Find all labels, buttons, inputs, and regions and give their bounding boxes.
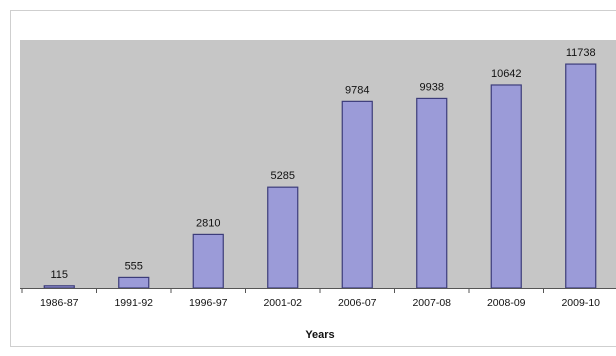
- x-tick-marks: [21, 288, 544, 293]
- chart-frame: [10, 10, 616, 347]
- value-label-2007-08: 9938: [420, 81, 444, 93]
- value-label-2006-07: 9784: [345, 84, 369, 96]
- value-label-1991-92: 555: [125, 260, 143, 272]
- bars-group: [43, 63, 597, 289]
- x-tick-label-1986-87: 1986-87: [40, 297, 79, 309]
- bar-1986-87: [43, 285, 75, 289]
- value-labels-group: 115 555 2810 5285 9784 9938 10642 11738: [50, 47, 595, 281]
- x-tick-label-2008-09: 2008-09: [487, 297, 526, 309]
- x-tick-label-1996-97: 1996-97: [189, 297, 228, 309]
- category-labels-group: 1986-87 1991-92 1996-97 2001-02 2006-07 2007-…: [40, 297, 600, 309]
- bar-2006-07: [341, 100, 373, 289]
- bar-1991-92: [118, 276, 150, 289]
- plot-area: [20, 40, 616, 288]
- x-tick-label-1991-92: 1991-92: [114, 297, 153, 309]
- x-axis-title: Years: [305, 329, 334, 341]
- value-label-2009-10: 11738: [566, 47, 596, 59]
- bar-2009-10: [565, 63, 597, 289]
- value-label-1986-87: 115: [50, 269, 68, 281]
- bar-2001-02: [267, 186, 299, 289]
- value-label-2001-02: 5285: [271, 170, 295, 182]
- value-label-1996-97: 2810: [196, 217, 220, 229]
- x-tick-label-2006-07: 2006-07: [338, 297, 377, 309]
- x-tick-label-2001-02: 2001-02: [263, 297, 302, 309]
- x-tick-label-2009-10: 2009-10: [561, 297, 600, 309]
- bar-2008-09: [490, 84, 522, 289]
- bar-1996-97: [192, 233, 224, 289]
- x-tick-label-2007-08: 2007-08: [412, 297, 451, 309]
- value-label-2008-09: 10642: [491, 68, 522, 80]
- bar-2007-08: [416, 97, 448, 289]
